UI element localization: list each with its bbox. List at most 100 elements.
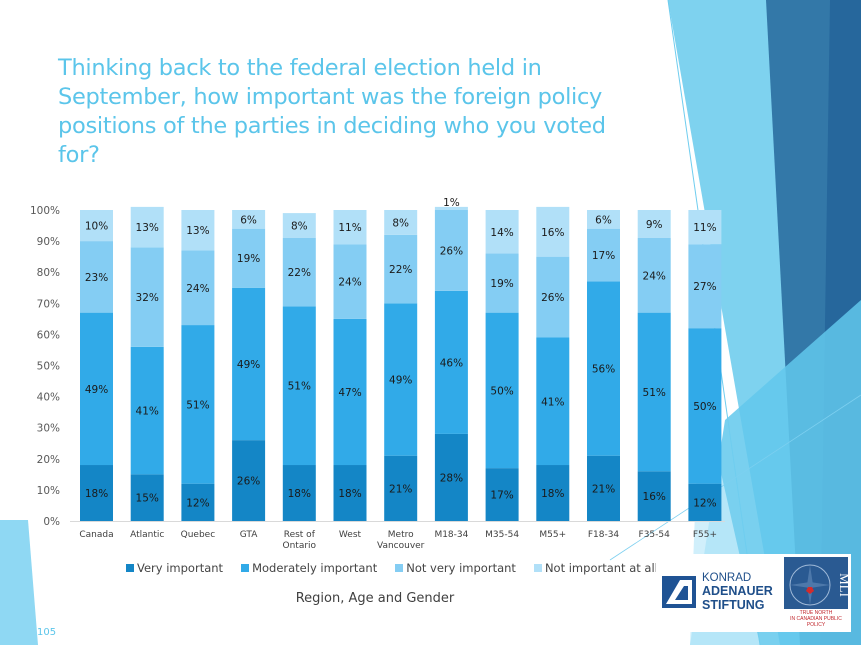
bar-segment (282, 306, 316, 466)
legend-swatch (241, 564, 250, 572)
mli-name: MLI (837, 573, 848, 597)
kas-line3: STIFTUNG (702, 598, 765, 612)
bar-segment (384, 234, 418, 304)
x-tick-label: Rest of (284, 530, 316, 540)
bar-segment (181, 325, 215, 484)
y-tick-label: 60% (37, 329, 60, 341)
data-label: 26% (541, 292, 564, 304)
data-label: 32% (136, 292, 159, 304)
legend-label: Moderately important (252, 561, 378, 575)
data-label: 21% (389, 483, 412, 495)
konrad-adenauer-logo: KONRAD ADENAUER STIFTUNG (662, 570, 782, 616)
mli-tagline1: TRUE NORTH (799, 610, 833, 616)
y-tick-label: 80% (37, 267, 60, 279)
bar-stack: 17% 50% 19% 14% (485, 210, 519, 521)
legend-swatch (533, 564, 542, 572)
data-label: 18% (288, 488, 311, 500)
bar-segment (485, 253, 519, 313)
y-tick-label: 50% (37, 361, 60, 373)
y-axis: 0% 10% 20% 30% 40% 50% 60% 70% 80% 90% 100% (30, 205, 60, 528)
bar-segment (130, 247, 164, 347)
y-tick-label: 30% (37, 423, 60, 435)
data-label: 51% (288, 381, 311, 393)
data-label: 24% (338, 277, 361, 289)
bar-segment (130, 346, 164, 475)
bar-segment (688, 210, 722, 245)
bar-segment (80, 210, 113, 242)
data-label: 11% (338, 222, 361, 234)
data-label: 1% (443, 197, 460, 209)
bar-segment (587, 455, 620, 521)
bar-stack: 21% 49% 22% 8% (384, 210, 418, 521)
bar-segment (536, 256, 570, 338)
legend-item: Not very important (395, 561, 516, 575)
bar-segment (587, 228, 620, 282)
bar-stack: 16% 51% 24% 9% (637, 210, 671, 521)
x-tick-label: Quebec (181, 530, 216, 540)
data-label: 8% (392, 217, 409, 229)
bar-stack: 12% 51% 24% 13% (181, 210, 215, 521)
y-tick-label: 0% (43, 516, 60, 528)
legend-label: Not important at all (544, 561, 658, 575)
bar-stack: 28% 46% 26% 1% (434, 197, 468, 521)
mli-logo: MLI TRUE NORTH IN CANADIAN PUBLIC POLICY (784, 557, 852, 628)
bar-stack: 18% 47% 24% 11% (333, 210, 367, 521)
x-tick-label: Ontario (283, 541, 317, 551)
data-label: 12% (186, 497, 209, 509)
y-tick-label: 100% (30, 205, 60, 217)
bar-segment (232, 287, 266, 441)
data-label: 13% (136, 222, 159, 234)
bar-segment (333, 210, 367, 245)
bar-stack: 21% 56% 17% 6% (587, 210, 620, 521)
bar-segment (181, 250, 215, 326)
legend-item: Not important at all (533, 561, 658, 575)
bar-segment (384, 210, 418, 235)
legend-item: Moderately important (241, 561, 377, 575)
data-label: 15% (136, 493, 159, 505)
kas-line1: KONRAD (702, 572, 752, 584)
bar-segment (536, 465, 570, 521)
bar-stack: 15% 41% 32% 13% (130, 206, 164, 521)
data-label: 8% (291, 221, 308, 233)
y-tick-label: 70% (37, 298, 60, 310)
y-tick-label: 10% (37, 485, 60, 497)
data-label: 56% (592, 364, 615, 376)
bar-segment (485, 468, 519, 521)
data-label: 23% (85, 272, 108, 284)
bar-segment (282, 465, 316, 521)
compass-icon: MLI (784, 557, 852, 609)
data-label: 6% (595, 214, 612, 226)
x-tick-label: Canada (79, 530, 113, 540)
data-label: 17% (592, 250, 615, 262)
data-label: 47% (338, 387, 361, 399)
data-label: 51% (643, 387, 666, 399)
legend-label: Very important (137, 561, 224, 575)
x-tick-label: West (339, 530, 362, 540)
x-axis-title: Region, Age and Gender (295, 591, 455, 606)
data-label: 41% (541, 396, 564, 408)
bar-segment (637, 237, 671, 313)
data-label: 21% (592, 483, 615, 495)
partner-logos: KONRAD ADENAUER STIFTUNG MLI TRUE NORTH … (656, 554, 852, 632)
data-label: 27% (693, 281, 716, 293)
slide-title: Thinking back to the federal election he… (58, 55, 606, 168)
bar-segment (333, 465, 367, 521)
x-tick-label: GTA (240, 530, 258, 540)
data-label: 22% (389, 264, 412, 276)
decor-shape (0, 520, 38, 645)
chart-legend: Very important Moderately important Not ve… (126, 561, 676, 575)
data-label: 11% (693, 222, 716, 234)
data-label: 18% (85, 488, 108, 500)
legend-item: Very important (126, 561, 223, 575)
data-label: 9% (646, 219, 663, 231)
data-label: 49% (237, 359, 260, 371)
legend-swatch (126, 564, 134, 572)
y-tick-label: 40% (37, 392, 60, 404)
legend-label: Not very important (406, 561, 516, 575)
data-label: 50% (490, 385, 513, 397)
bar-segment (80, 312, 113, 466)
data-label: 18% (338, 488, 361, 500)
page-number: 105 (37, 627, 57, 638)
bar-segment (282, 213, 316, 238)
